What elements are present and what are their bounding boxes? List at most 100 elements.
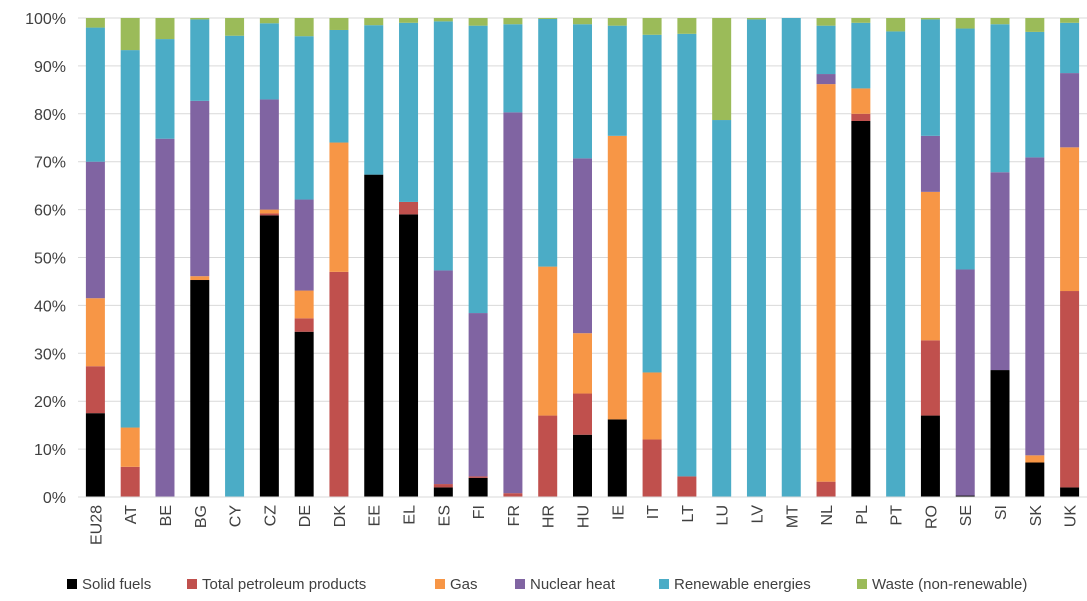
- bar-segment-at-renewable-energies: [120, 50, 140, 428]
- bar-segment-dk-renewable-energies: [329, 29, 349, 143]
- bar-segment-nl-gas: [816, 84, 836, 482]
- bar-segment-fr-waste-non-renewable: [503, 18, 523, 25]
- bar-segment-hu-renewable-energies: [573, 24, 592, 159]
- legend-swatch: [187, 579, 197, 589]
- legend-label: Renewable energies: [674, 576, 811, 593]
- bar-segment-sk-nuclear-heat: [1025, 157, 1045, 456]
- x-tick-label: CZ: [262, 505, 279, 527]
- legend-item-gas: Gas: [435, 576, 478, 593]
- bar-segment-de-gas: [294, 290, 314, 319]
- bar-segment-el-waste-non-renewable: [399, 18, 419, 23]
- bar-segment-si-waste-non-renewable: [990, 18, 1010, 25]
- legend-label: Solid fuels: [82, 576, 152, 593]
- y-tick-label: 90%: [34, 59, 66, 76]
- x-tick-label: DE: [297, 505, 314, 527]
- x-axis-ticks: EU28 AT BE BG CY CZ DE DK EE EL ES FI FR HR HU IE IT LT LU…: [88, 505, 1079, 545]
- bar-segment-de-nuclear-heat: [294, 199, 314, 291]
- bar-segment-se-solid-fuels: [955, 495, 975, 497]
- bar-segment-es-waste-non-renewable: [433, 18, 453, 22]
- bar-segment-hu-solid-fuels: [573, 434, 592, 497]
- bar-segment-es-solid-fuels: [433, 487, 453, 497]
- bar-segment-si-nuclear-heat: [990, 172, 1010, 371]
- bar-segment-cy-waste-non-renewable: [225, 18, 245, 36]
- legend-label: Total petroleum products: [202, 576, 367, 593]
- x-tick-label: MT: [784, 505, 801, 528]
- bar-segment-fr-nuclear-heat: [503, 112, 523, 494]
- bars: [85, 18, 1080, 498]
- bar-segment-sk-waste-non-renewable: [1025, 18, 1045, 32]
- legend-label: Nuclear heat: [530, 576, 616, 593]
- bar-segment-lu-waste-non-renewable: [712, 18, 732, 121]
- bar-segment-pl-gas: [851, 88, 871, 114]
- bar-segment-se-nuclear-heat: [955, 269, 975, 496]
- x-tick-label: SE: [958, 505, 975, 526]
- x-tick-label: UK: [1063, 505, 1080, 528]
- x-tick-label: EE: [367, 505, 384, 526]
- legend-swatch: [659, 579, 669, 589]
- bar-segment-fi-nuclear-heat: [468, 313, 488, 477]
- legend-swatch: [515, 579, 525, 589]
- x-tick-label: IE: [610, 505, 627, 520]
- bar-segment-at-gas: [120, 427, 140, 467]
- bar-segment-ro-nuclear-heat: [920, 135, 940, 192]
- bar-segment-el-renewable-energies: [399, 22, 419, 202]
- bar-segment-eu28-nuclear-heat: [85, 161, 105, 299]
- bar-segment-sk-solid-fuels: [1025, 462, 1045, 497]
- y-tick-label: 20%: [34, 394, 66, 411]
- bar-segment-pl-solid-fuels: [851, 120, 871, 498]
- bar-segment-pl-waste-non-renewable: [851, 18, 871, 23]
- x-tick-label: HR: [541, 505, 558, 528]
- bar-segment-uk-total-petroleum-products: [1060, 291, 1080, 488]
- x-tick-label: CY: [228, 505, 245, 528]
- legend-item-solid-fuels: Solid fuels: [67, 576, 151, 593]
- bar-segment-fr-total-petroleum-products: [503, 493, 523, 497]
- legend-label: Gas: [450, 576, 478, 593]
- bar-segment-es-nuclear-heat: [433, 270, 453, 485]
- y-tick-label: 100%: [25, 11, 66, 28]
- bar-segment-bg-renewable-energies: [190, 19, 210, 101]
- x-tick-label: LV: [749, 505, 766, 524]
- bar-segment-lv-renewable-energies: [746, 19, 766, 497]
- y-tick-label: 30%: [34, 346, 66, 363]
- bar-segment-uk-gas: [1060, 147, 1080, 292]
- y-tick-label: 40%: [34, 298, 66, 315]
- x-tick-label: NL: [819, 505, 836, 526]
- x-tick-label: PT: [889, 505, 906, 526]
- bar-segment-cy-renewable-energies: [225, 35, 245, 498]
- legend-swatch: [857, 579, 867, 589]
- x-tick-label: FR: [506, 505, 523, 526]
- bar-segment-hu-total-petroleum-products: [573, 393, 592, 435]
- bar-segment-pl-total-petroleum-products: [851, 113, 871, 121]
- bar-segment-nl-nuclear-heat: [816, 74, 836, 85]
- bar-segment-ro-waste-non-renewable: [920, 18, 940, 20]
- bar-segment-ie-renewable-energies: [607, 25, 627, 136]
- bar-segment-es-total-petroleum-products: [433, 484, 453, 488]
- bar-segment-es-renewable-energies: [433, 21, 453, 271]
- legend: Solid fuels Total petroleum products Gas Nu…: [0, 576, 1087, 600]
- legend-label: Waste (non-renewable): [872, 576, 1028, 593]
- bar-segment-cz-renewable-energies: [259, 23, 279, 100]
- legend-item-renewable-energies: Renewable energies: [659, 576, 811, 593]
- bar-segment-hr-waste-non-renewable: [538, 18, 558, 19]
- y-tick-label: 0%: [43, 490, 66, 507]
- x-tick-label: FI: [471, 505, 488, 519]
- y-tick-label: 80%: [34, 107, 66, 124]
- bar-segment-pt-waste-non-renewable: [886, 18, 906, 32]
- bar-segment-hr-gas: [538, 266, 558, 416]
- bar-segment-si-renewable-energies: [990, 24, 1010, 173]
- bar-segment-ie-gas: [607, 135, 627, 420]
- y-tick-label: 70%: [34, 155, 66, 172]
- x-tick-label: PL: [854, 505, 871, 525]
- bar-segment-cz-total-petroleum-products: [259, 213, 279, 216]
- bar-segment-cz-nuclear-heat: [259, 99, 279, 210]
- bar-segment-it-renewable-energies: [642, 34, 662, 373]
- x-tick-label: EU28: [88, 505, 105, 545]
- x-tick-label: BG: [193, 505, 210, 528]
- y-tick-label: 60%: [34, 203, 66, 220]
- bar-segment-hr-total-petroleum-products: [538, 415, 558, 497]
- x-tick-label: EL: [402, 505, 419, 525]
- bar-segment-hr-renewable-energies: [538, 18, 558, 267]
- bar-segment-ie-waste-non-renewable: [607, 18, 627, 26]
- x-tick-label: DK: [332, 505, 349, 528]
